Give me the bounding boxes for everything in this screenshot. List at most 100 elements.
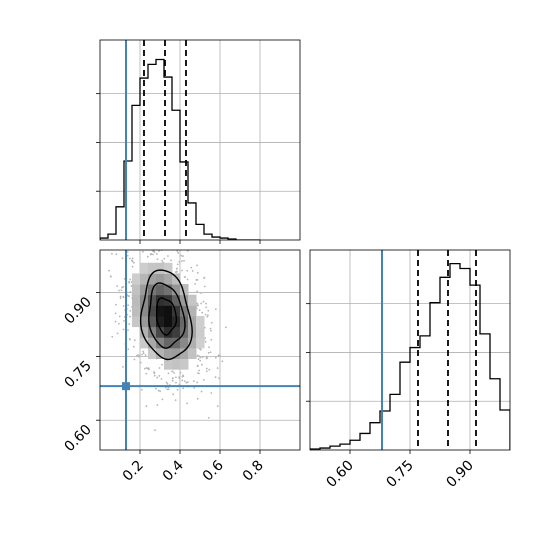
- density-cell: [132, 315, 141, 328]
- sample-point: [122, 328, 125, 331]
- sample-point: [122, 295, 125, 298]
- sample-point: [152, 250, 154, 252]
- sample-point: [172, 393, 174, 396]
- density-cell: [132, 284, 141, 296]
- sample-point: [200, 302, 203, 305]
- sample-point: [214, 376, 217, 379]
- sample-point: [198, 369, 201, 372]
- sample-point: [121, 286, 123, 289]
- sample-point: [138, 354, 141, 356]
- joint-param-1-vs-param-2-contour: [148, 282, 186, 349]
- joint-param-1-vs-param-2-contour: [155, 297, 178, 336]
- joint-param-1-vs-param-2-ytick-label: 0.60: [61, 422, 94, 455]
- sample-point: [203, 277, 205, 279]
- sample-point: [219, 355, 222, 357]
- density-cell: [164, 305, 173, 317]
- density-cell: [156, 305, 165, 317]
- density-cell: [196, 326, 205, 338]
- sample-point: [141, 353, 144, 356]
- sample-point: [209, 327, 212, 330]
- density-cell: [140, 273, 149, 285]
- sample-point: [175, 267, 178, 270]
- sample-point: [114, 320, 117, 323]
- sample-point: [182, 387, 185, 390]
- sample-point: [158, 250, 160, 252]
- sample-point: [133, 339, 136, 342]
- sample-point: [180, 254, 183, 257]
- sample-point: [178, 377, 181, 380]
- sample-point: [116, 332, 119, 335]
- sample-point: [128, 280, 131, 283]
- sample-point: [198, 309, 201, 311]
- sample-point: [144, 247, 146, 249]
- sample-point: [115, 253, 118, 256]
- sample-point: [205, 302, 207, 305]
- joint-param-1-vs-param-2-xtick-label: 0.4: [160, 457, 187, 484]
- density-cell: [172, 284, 181, 296]
- sample-point: [163, 257, 166, 260]
- density-cell: [140, 305, 149, 317]
- sample-point: [118, 289, 120, 292]
- sample-point: [114, 312, 117, 315]
- sample-point: [119, 297, 122, 300]
- sample-point: [114, 303, 117, 306]
- sample-point: [207, 416, 210, 419]
- density-cell: [156, 294, 165, 306]
- sample-point: [181, 237, 183, 239]
- sample-point: [139, 361, 142, 364]
- sample-point: [175, 381, 177, 384]
- sample-point: [202, 300, 205, 303]
- sample-point: [176, 388, 179, 391]
- marginal-param-2-xtick-label: 0.60: [323, 458, 356, 491]
- density-cell: [180, 358, 189, 370]
- sample-point: [197, 372, 199, 374]
- sample-point: [127, 348, 130, 351]
- density-cell: [172, 305, 181, 317]
- density-cell: [196, 315, 205, 328]
- sample-point: [200, 390, 203, 393]
- sample-point: [129, 310, 132, 312]
- joint-param-1-vs-param-2-contour: [139, 269, 193, 361]
- density-cell: [172, 273, 181, 285]
- sample-point: [194, 283, 196, 285]
- sample-point: [146, 255, 149, 258]
- sample-point: [171, 379, 174, 382]
- sample-point: [99, 242, 101, 244]
- sample-point: [197, 358, 200, 361]
- density-cell: [172, 337, 181, 349]
- sample-point: [119, 295, 122, 298]
- sample-point: [210, 392, 213, 394]
- sample-point: [218, 377, 220, 380]
- sample-point: [204, 313, 207, 316]
- sample-point: [186, 278, 189, 281]
- sample-point: [183, 259, 185, 262]
- density-cell: [180, 284, 189, 296]
- sample-point: [152, 242, 154, 244]
- density-cell: [164, 284, 173, 296]
- sample-point: [156, 376, 159, 379]
- density-cell: [180, 337, 189, 349]
- sample-point: [185, 381, 188, 384]
- sample-point: [196, 381, 199, 384]
- marginal-param-1-frame: [99, 39, 301, 241]
- sample-point: [181, 269, 183, 272]
- sample-point: [157, 212, 159, 214]
- marginal-param-2-histogram-step: [310, 263, 510, 450]
- marginal-param-2-xtick-label: 0.75: [383, 458, 416, 491]
- joint-param-1-vs-param-2-plot: [99, 212, 300, 450]
- sample-point: [209, 351, 212, 354]
- sample-point: [111, 335, 114, 338]
- density-cell: [156, 347, 165, 360]
- density-cell: [140, 284, 149, 296]
- sample-point: [198, 355, 201, 358]
- sample-point: [193, 386, 196, 389]
- sample-point: [128, 337, 131, 340]
- sample-point: [205, 367, 208, 370]
- sample-point: [201, 311, 204, 314]
- sample-point: [167, 255, 169, 257]
- sample-point: [196, 397, 199, 400]
- joint-param-1-vs-param-2-density-cells: [132, 262, 205, 370]
- density-cell: [164, 273, 173, 285]
- joint-param-1-vs-param-2-xtick-label: 0.6: [200, 457, 227, 484]
- sample-point: [120, 289, 123, 292]
